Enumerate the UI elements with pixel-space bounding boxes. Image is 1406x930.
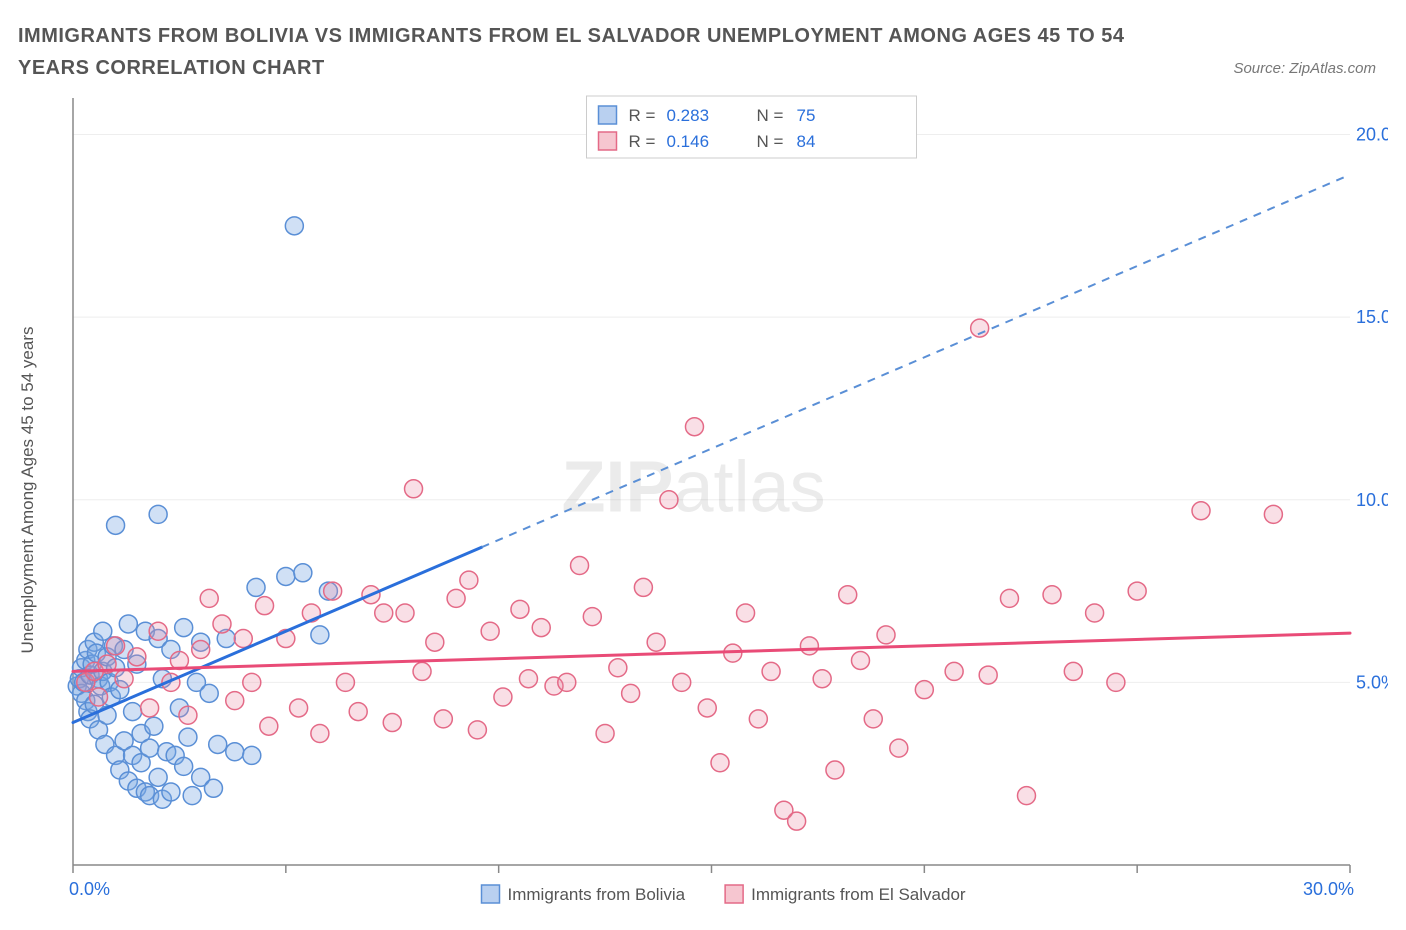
svg-text:5.0%: 5.0% xyxy=(1356,672,1388,692)
svg-text:15.0%: 15.0% xyxy=(1356,307,1388,327)
svg-text:0.146: 0.146 xyxy=(667,132,710,151)
svg-text:10.0%: 10.0% xyxy=(1356,490,1388,510)
chart-title: IMMIGRANTS FROM BOLIVIA VS IMMIGRANTS FR… xyxy=(18,20,1138,84)
svg-text:R =: R = xyxy=(629,132,656,151)
svg-text:ZIPatlas: ZIPatlas xyxy=(562,448,826,528)
svg-text:20.0%: 20.0% xyxy=(1356,125,1388,145)
svg-text:N =: N = xyxy=(757,132,784,151)
svg-text:Immigrants from El Salvador: Immigrants from El Salvador xyxy=(751,885,966,904)
svg-text:N =: N = xyxy=(757,106,784,125)
svg-text:R =: R = xyxy=(629,106,656,125)
svg-text:84: 84 xyxy=(797,132,816,151)
svg-text:Immigrants from Bolivia: Immigrants from Bolivia xyxy=(508,885,686,904)
svg-text:30.0%: 30.0% xyxy=(1303,879,1354,899)
chart-area: Unemployment Among Ages 45 to 54 years Z… xyxy=(18,90,1388,920)
svg-text:0.0%: 0.0% xyxy=(69,879,110,899)
svg-text:0.283: 0.283 xyxy=(667,106,710,125)
scatter-chart: ZIPatlas 5.0% 10.0% 15.0% 20.0% 0.0% 30.0% R = 0… xyxy=(18,90,1388,920)
svg-text:75: 75 xyxy=(797,106,816,125)
source-label: Source: ZipAtlas.com xyxy=(1233,60,1376,77)
y-axis-label: Unemployment Among Ages 45 to 54 years xyxy=(18,327,38,654)
